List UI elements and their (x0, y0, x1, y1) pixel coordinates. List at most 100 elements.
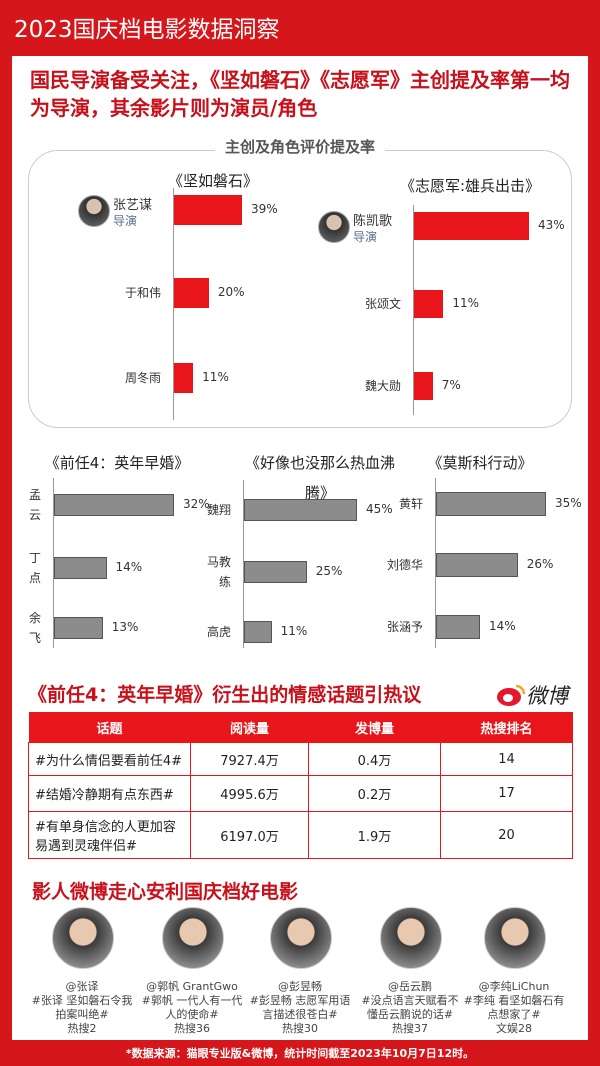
bar (54, 617, 103, 639)
category-label: 黄轩 (398, 497, 423, 511)
avatar (270, 907, 332, 969)
category-label: 余飞 (28, 611, 41, 645)
value-label: 45% (366, 502, 393, 516)
category-label: 于和伟 (124, 286, 161, 300)
table-cell: 17 (440, 775, 573, 812)
person-handle: @郭帆 GrantGwo (146, 980, 238, 993)
column-header: 发博量 (308, 712, 441, 743)
person-topic: #彭昱畅 志愿军用语言描述很苍白# (249, 994, 351, 1021)
category-label: 魏大勋 (364, 379, 401, 393)
value-label: 11% (202, 370, 229, 384)
table-body: #为什么情侣要看前任4# 7927.4万 0.4万 14 #结婚冷静期有点东西# 4995… (28, 742, 573, 859)
value-label: 13% (111, 620, 139, 634)
bar (174, 278, 209, 308)
table-cell: 7927.4万 (190, 742, 309, 776)
person-rank: 热搜37 (392, 1022, 428, 1035)
topic-table: 话题 阅读量 发博量 热搜排名 #为什么情侣要看前任4# 7927.4万 0.4万 14 #结… (28, 712, 573, 859)
category-note: 导演 (113, 214, 138, 228)
table-cell: 4995.6万 (190, 775, 309, 812)
axis-line (435, 478, 436, 648)
value-label: 32% (183, 497, 210, 511)
category-label: 周冬雨 (124, 371, 161, 385)
avatar (78, 195, 110, 227)
value-label: 39% (251, 202, 278, 216)
person-rank: 热搜30 (282, 1022, 318, 1035)
person-post: @岳云鹏 #没点语言天赋看不懂岳云鹏说的话# 热搜37 (358, 980, 462, 1036)
person-post: @张译 #张译 坚如磐石令我拍案叫绝# 热搜2 (30, 980, 134, 1036)
category-label: 陈凯歌 (353, 214, 393, 229)
bar (436, 615, 480, 639)
bar (54, 494, 174, 516)
table-cell: 0.2万 (308, 775, 441, 812)
column-header: 阅读量 (190, 712, 309, 743)
person-rank: 热搜36 (174, 1022, 210, 1035)
table-cell: 0.4万 (308, 742, 441, 776)
category-label: 孟云 (28, 488, 41, 522)
chart-title: 《前任4：英年早婚》 (44, 454, 190, 472)
category-label: 魏翔 (206, 503, 231, 517)
value-label: 20% (217, 285, 245, 299)
person-handle: @彭昱畅 (278, 980, 322, 993)
value-label: 14% (115, 560, 143, 574)
avatar (162, 907, 224, 969)
value-label: 7% (441, 378, 461, 392)
weibo-text: 微博 (526, 684, 568, 708)
axis-line (243, 480, 244, 648)
value-label: 43% (538, 218, 565, 232)
avatar (318, 211, 350, 243)
avatar (484, 907, 546, 969)
topic-cell: #有单身信念的人更加容易遇到灵魂伴侣# (28, 811, 191, 859)
table-row: #有单身信念的人更加容易遇到灵魂伴侣# 6197.0万 1.9万 20 (28, 811, 573, 859)
bar (414, 290, 444, 318)
topic-cell: #为什么情侣要看前任4# (28, 742, 191, 776)
value-label: 26% (526, 557, 554, 571)
value-label: 11% (452, 296, 480, 310)
table-cell: 1.9万 (308, 811, 441, 859)
value-label: 35% (555, 496, 582, 510)
value-label: 11% (280, 624, 308, 638)
axis-line (413, 205, 414, 415)
bar (436, 553, 518, 577)
bar (244, 499, 357, 521)
page-title: 2023国庆档电影数据洞察 (14, 17, 280, 43)
person-post: @彭昱畅 #彭昱畅 志愿军用语言描述很苍白# 热搜30 (248, 980, 352, 1036)
table-header: 话题 阅读量 发博量 热搜排名 (28, 712, 573, 743)
category-label: 张涵予 (386, 620, 423, 634)
value-label: 25% (315, 564, 343, 578)
chart-title: 《志愿军:雄兵出击》 (399, 177, 541, 195)
category-label: 高虎 (206, 625, 231, 639)
weibo-icon (497, 684, 526, 706)
category-label: 刘德华 (386, 558, 423, 572)
table-cell: 6197.0万 (190, 811, 309, 859)
table-cell: 20 (440, 811, 573, 859)
bar (414, 372, 433, 400)
category-label: 丁点 (28, 551, 41, 585)
avatar (52, 907, 114, 969)
avatar (380, 907, 442, 969)
section-title-text: 主创及角色评价提及率 (214, 138, 385, 156)
person-handle: @张译 (65, 980, 99, 993)
person-rank: 热搜2 (67, 1022, 97, 1035)
chart-title: 《好像也没那么热血沸腾》 (244, 454, 395, 502)
section-title: 主创及角色评价提及率 (0, 136, 600, 157)
person-post: @郭帆 GrantGwo #郭帆 一代人有一代人的使命# 热搜36 (140, 980, 244, 1036)
axis-line (173, 188, 174, 420)
bar (174, 363, 194, 393)
person-topic: #张译 坚如磐石令我拍案叫绝# (31, 994, 133, 1021)
headline: 国民导演备受关注，《坚如磐石》《志愿军》主创提及率第一均为导演，其余影片则为演员… (30, 68, 570, 120)
category-label: 马教练 (206, 555, 231, 589)
category-label: 张颂文 (364, 297, 401, 311)
axis-line (53, 478, 54, 648)
person-handle: @岳云鹏 (388, 980, 432, 993)
person-topic: #没点语言天赋看不懂岳云鹏说的话# (361, 994, 459, 1021)
table-cell: 14 (440, 742, 573, 776)
chart-title: 《莫斯科行动》 (427, 454, 533, 472)
topic-cell: #结婚冷静期有点东西# (28, 775, 191, 812)
footer: *数据来源：猫眼专业版&微博，统计时间截至2023年10月7日12时。 (125, 1047, 475, 1060)
person-rank: 文娱28 (496, 1022, 532, 1035)
bar (244, 621, 272, 643)
bar (414, 212, 529, 240)
column-header: 热搜排名 (440, 712, 573, 743)
person-post: @李纯LiChun #李纯 看坚如磐石有点想家了# 文娱28 (462, 980, 566, 1036)
bar (174, 195, 242, 225)
